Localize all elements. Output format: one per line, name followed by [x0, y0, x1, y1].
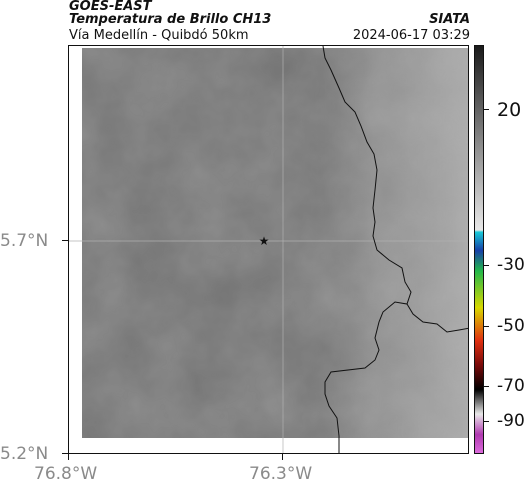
- ytick-mark: [62, 453, 68, 454]
- colorbar-tick: [484, 421, 489, 422]
- colorbar-label: 20: [497, 99, 522, 121]
- product-title: Temperatura de Brillo CH13: [69, 12, 272, 27]
- colorbar-label: -70: [497, 376, 525, 396]
- department-border: [322, 46, 412, 453]
- xtick-label: 76.3°W: [249, 464, 313, 484]
- timestamp-label: 2024-06-17 03:29: [352, 28, 470, 43]
- xtick-mark: [282, 454, 283, 460]
- brand-label: SIATA: [429, 12, 470, 27]
- colorbar-label: -90: [497, 411, 525, 431]
- colorbar: [474, 45, 484, 454]
- region-subtitle: Vía Medellín - Quibdó 50km: [69, 28, 249, 43]
- colorbar-label: -30: [497, 255, 525, 275]
- ytick-mark: [62, 240, 68, 241]
- station-marker: ★: [259, 234, 270, 248]
- xtick-mark: [68, 454, 69, 460]
- colorbar-label: -50: [497, 316, 525, 336]
- colorbar-tick: [484, 265, 489, 266]
- cloud-texture: [82, 48, 468, 438]
- satellite-map: ★: [68, 45, 469, 454]
- province-border: [406, 303, 468, 333]
- colorbar-tick: [484, 326, 489, 327]
- satellite-title: GOES-EAST: [69, 0, 152, 14]
- xtick-label: 76.8°W: [34, 464, 98, 484]
- colorbar-tick: [484, 109, 489, 110]
- colorbar-tick: [484, 386, 489, 387]
- colorbar-gradient: [475, 46, 483, 453]
- map-canvas: ★: [69, 46, 468, 453]
- ytick-label: 5.2°N: [0, 444, 49, 464]
- ytick-label: 5.7°N: [0, 231, 49, 251]
